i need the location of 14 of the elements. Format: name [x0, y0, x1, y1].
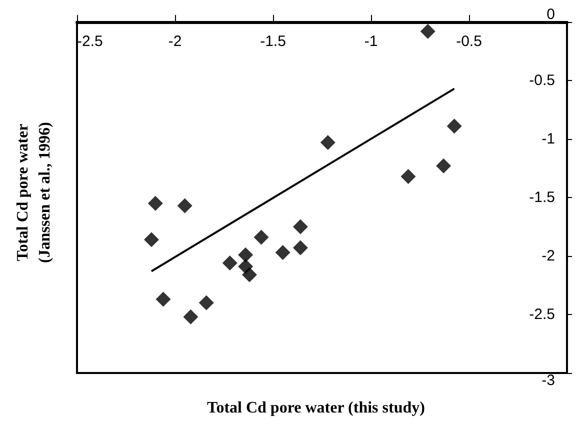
x-tick-label: -1.5 [260, 33, 286, 50]
y-tick-label: -0.5 [529, 72, 555, 89]
x-tick-label: -2.5 [77, 33, 103, 50]
y-tick-label: 0 [546, 6, 555, 23]
y-tick-label: -2.5 [529, 306, 555, 323]
y-axis-title: Total Cd pore water (Janssen et al., 1996) [14, 122, 54, 263]
y-tick-label: -1 [542, 130, 555, 148]
x-tick-label: -0.5 [456, 33, 482, 50]
x-tick-label: -2 [168, 33, 182, 50]
y-tick-label: -2 [542, 248, 555, 264]
x-axis-title: Total Cd pore water (this study) [207, 400, 425, 416]
y-tick-label: -3 [542, 372, 555, 389]
x-tick-label: -1 [364, 33, 378, 50]
y-tick-label: -1.5 [529, 189, 555, 206]
